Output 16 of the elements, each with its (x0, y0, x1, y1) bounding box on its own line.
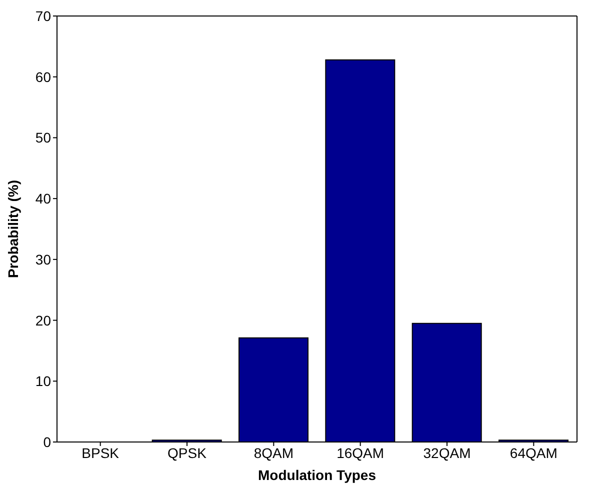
y-tick-label: 50 (35, 130, 52, 146)
x-tick-label: BPSK (82, 444, 120, 461)
x-tick-label: 32QAM (423, 444, 471, 461)
x-tick-label: 8QAM (254, 444, 294, 461)
x-tick-label: 64QAM (510, 444, 558, 461)
y-tick-label: 40 (35, 190, 52, 207)
x-tick-label: QPSK (168, 444, 208, 461)
y-tick-label: 0 (43, 434, 52, 450)
x-axis-title: Modulation Types (258, 467, 376, 483)
y-axis-title: Probability (%) (4, 180, 21, 278)
y-tick-label: 70 (35, 8, 52, 24)
y-tick-label: 30 (35, 251, 52, 268)
x-tick-label: 16QAM (336, 444, 384, 461)
y-tick-label: 60 (35, 68, 52, 85)
y-tick-label: 20 (35, 312, 52, 328)
y-tick-label: 10 (35, 373, 52, 390)
